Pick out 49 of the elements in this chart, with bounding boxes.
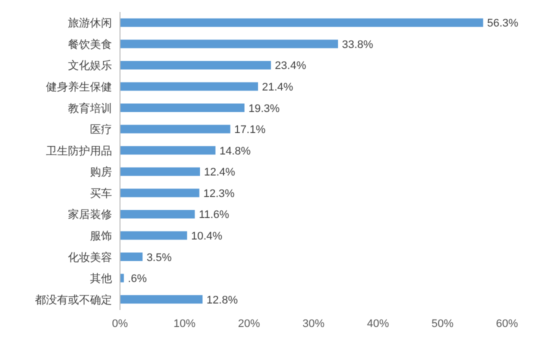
- bar: [120, 82, 258, 91]
- bar: [120, 188, 200, 198]
- bar: [120, 146, 216, 155]
- bar: [120, 274, 124, 282]
- data-label: 19.3%: [248, 102, 280, 115]
- bar: [120, 60, 271, 70]
- x-tick-label: 20%: [238, 318, 260, 330]
- y-tick-label: 教育培训: [68, 102, 112, 115]
- data-label: 12.4%: [204, 166, 236, 179]
- data-label: 14.8%: [219, 145, 251, 158]
- data-label: 23.4%: [274, 60, 306, 72]
- bar: [120, 18, 484, 27]
- bar: [120, 124, 230, 134]
- y-tick-label: 化妆美容: [68, 250, 112, 264]
- data-label: 21.4%: [262, 82, 294, 94]
- y-tick-label: 买车: [90, 186, 112, 200]
- data-label: 17.1%: [234, 124, 266, 136]
- y-tick-label: 健身养生保健: [46, 80, 112, 94]
- y-tick-label: 其他: [90, 272, 112, 286]
- data-label: 3.5%: [146, 252, 172, 264]
- bar: [120, 231, 188, 240]
- y-tick-label: 家居装修: [68, 208, 112, 222]
- y-tick-label: 旅游休闲: [68, 16, 112, 30]
- data-label: 33.8%: [342, 38, 374, 51]
- data-label: 12.3%: [203, 188, 235, 200]
- y-tick-label: 文化娱乐: [68, 59, 112, 72]
- bar: [120, 210, 195, 218]
- data-label: 11.6%: [198, 209, 230, 222]
- x-tick-label: 40%: [366, 318, 390, 330]
- bar: [120, 104, 244, 112]
- x-tick-label: 50%: [431, 318, 454, 330]
- y-tick-label: 购房: [90, 166, 112, 179]
- y-tick-label: 餐饮美食: [68, 38, 112, 51]
- data-label: .6%: [128, 273, 148, 286]
- data-label: 12.8%: [206, 294, 238, 306]
- x-tick-label: 30%: [302, 318, 325, 330]
- data-label: 56.3%: [487, 18, 519, 30]
- bar: [120, 295, 203, 304]
- data-label: 10.4%: [191, 230, 222, 242]
- y-tick-label: 医疗: [90, 123, 112, 136]
- bar: [120, 252, 143, 262]
- bar: [120, 40, 338, 48]
- bar: [120, 167, 200, 176]
- y-tick-label: 卫生防护用品: [46, 144, 112, 158]
- x-tick-label: 60%: [496, 318, 518, 330]
- x-tick-label: 0%: [112, 318, 128, 330]
- x-tick-label: 10%: [173, 318, 196, 330]
- y-tick-label: 服饰: [90, 230, 112, 242]
- y-tick-label: 都没有或不确定: [35, 293, 112, 306]
